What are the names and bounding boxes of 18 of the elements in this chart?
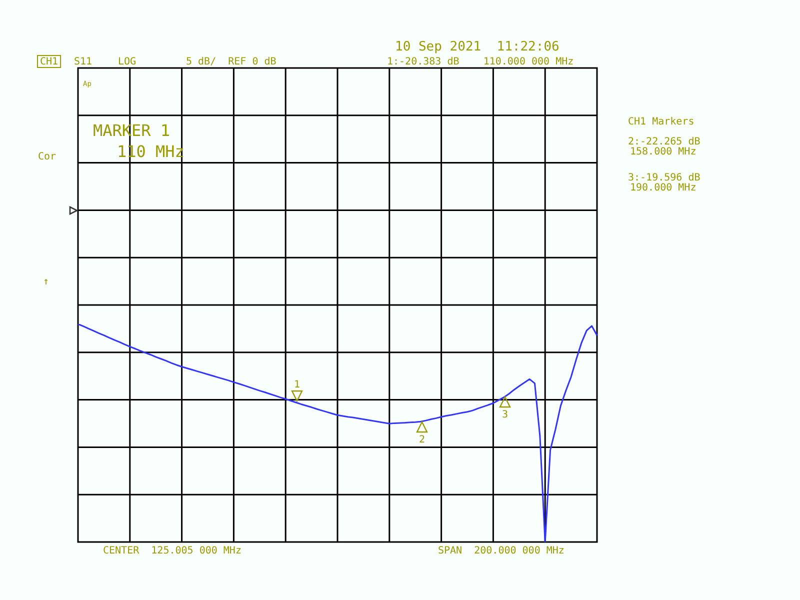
text: CENTER 125.005 000 MHz	[103, 546, 242, 557]
text: 158.000 MHz	[630, 146, 696, 158]
annotation: 1	[294, 380, 300, 391]
text: SPAN 200.000 000 MHz	[438, 546, 564, 557]
text: CH1	[40, 56, 58, 68]
text: ↑	[43, 276, 50, 288]
annotation: 2	[418, 434, 426, 446]
text: LOG	[118, 56, 136, 68]
text: 3:-19.596 dB	[628, 172, 700, 184]
text: Cor	[38, 152, 56, 163]
text: 190.000 MHz	[630, 182, 696, 194]
text: 1:-20.383 dB 110.000 000 MHz	[387, 56, 574, 68]
text: 5 dB/ REF 0 dB	[186, 56, 276, 68]
annotation: 3	[502, 410, 508, 421]
text: 2:-22.265 dB	[628, 136, 700, 148]
text: CH1 Markers	[628, 116, 694, 128]
text: S11	[74, 56, 92, 68]
chart-title: 10 Sep 2021 11:22:06	[395, 39, 560, 54]
